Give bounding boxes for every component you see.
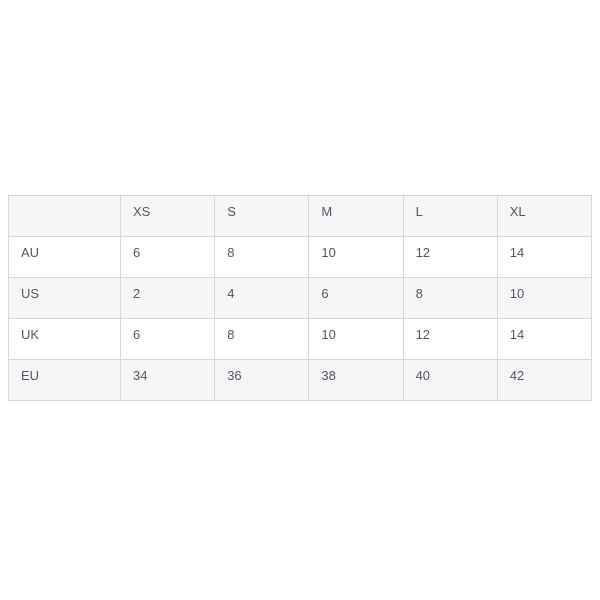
cell-uk-xl: 14 xyxy=(496,318,593,360)
cell-eu-xs: 34 xyxy=(119,359,216,401)
table-row-eu: EU 34 36 38 40 42 xyxy=(8,359,593,401)
column-header-xl: XL xyxy=(496,195,593,237)
cell-uk-s: 8 xyxy=(214,318,310,360)
row-label-uk: UK xyxy=(8,318,121,360)
table-row-uk: UK 6 8 10 12 14 xyxy=(8,318,593,360)
corner-cell xyxy=(8,195,121,237)
cell-au-xl: 14 xyxy=(496,236,593,278)
cell-eu-l: 40 xyxy=(402,359,498,401)
cell-eu-xl: 42 xyxy=(496,359,593,401)
cell-uk-xs: 6 xyxy=(119,318,216,360)
column-header-s: S xyxy=(214,195,310,237)
cell-au-m: 10 xyxy=(308,236,404,278)
cell-us-xs: 2 xyxy=(119,277,216,319)
cell-us-s: 4 xyxy=(214,277,310,319)
header-row: XS S M L XL xyxy=(8,195,593,237)
column-header-l: L xyxy=(402,195,498,237)
row-label-eu: EU xyxy=(8,359,121,401)
cell-eu-m: 38 xyxy=(308,359,404,401)
cell-us-m: 6 xyxy=(308,277,404,319)
cell-eu-s: 36 xyxy=(214,359,310,401)
row-label-au: AU xyxy=(8,236,121,278)
table-row-us: US 2 4 6 8 10 xyxy=(8,277,593,319)
cell-uk-l: 12 xyxy=(402,318,498,360)
cell-au-s: 8 xyxy=(214,236,310,278)
cell-uk-m: 10 xyxy=(308,318,404,360)
cell-au-xs: 6 xyxy=(119,236,216,278)
column-header-xs: XS xyxy=(119,195,216,237)
cell-au-l: 12 xyxy=(402,236,498,278)
cell-us-xl: 10 xyxy=(496,277,593,319)
cell-us-l: 8 xyxy=(402,277,498,319)
table-row-au: AU 6 8 10 12 14 xyxy=(8,236,593,278)
column-header-m: M xyxy=(308,195,404,237)
row-label-us: US xyxy=(8,277,121,319)
size-chart-table: XS S M L XL AU 6 8 10 12 14 US 2 4 6 8 xyxy=(8,195,593,401)
